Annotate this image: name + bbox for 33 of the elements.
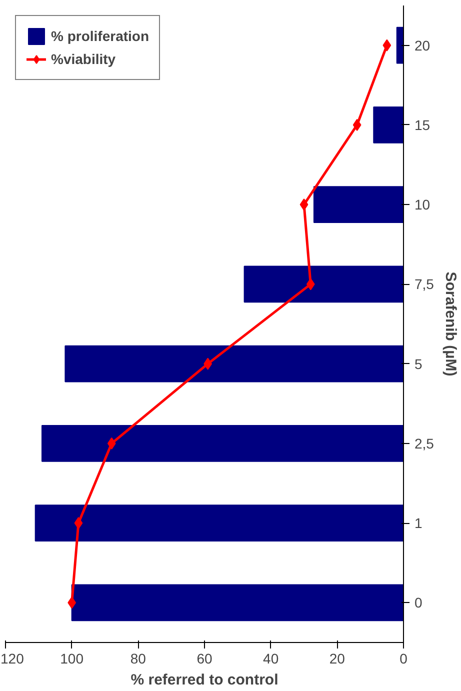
bar <box>64 345 404 382</box>
point <box>306 278 315 290</box>
bar <box>244 266 404 303</box>
y-tick-label: 0 <box>414 594 422 611</box>
legend-label: %viability <box>51 51 116 67</box>
y-tick-label: 7,5 <box>414 276 434 292</box>
y-tick-label: 15 <box>414 116 430 133</box>
bar <box>396 26 404 64</box>
bar <box>373 106 404 144</box>
x-tick-label: 20 <box>329 650 346 666</box>
y-tick-label: 10 <box>414 196 430 213</box>
y-tick-label: 5 <box>414 356 422 372</box>
bar <box>34 504 404 542</box>
x-tick-label: 40 <box>263 650 279 666</box>
x-tick-label: 120 <box>0 650 24 666</box>
y-tick-label: 1 <box>414 515 422 532</box>
x-tick-label: 60 <box>196 650 212 666</box>
x-axis-title: % referred to control <box>130 672 278 688</box>
y-axis-title: Sorafenib (µM) <box>442 272 459 376</box>
point <box>352 118 362 131</box>
point <box>74 517 83 530</box>
y-tick-label: 20 <box>414 37 430 54</box>
point <box>300 198 308 211</box>
bar <box>41 425 404 462</box>
point <box>382 39 392 52</box>
x-tick-label: 100 <box>60 650 84 666</box>
legend-label: % proliferation <box>51 28 150 44</box>
bar <box>313 186 404 223</box>
x-tick-label: 80 <box>130 650 146 666</box>
bar <box>71 584 404 622</box>
point <box>107 437 116 450</box>
x-tick-label: 0 <box>400 650 408 666</box>
y-tick-label: 2,5 <box>414 435 434 452</box>
